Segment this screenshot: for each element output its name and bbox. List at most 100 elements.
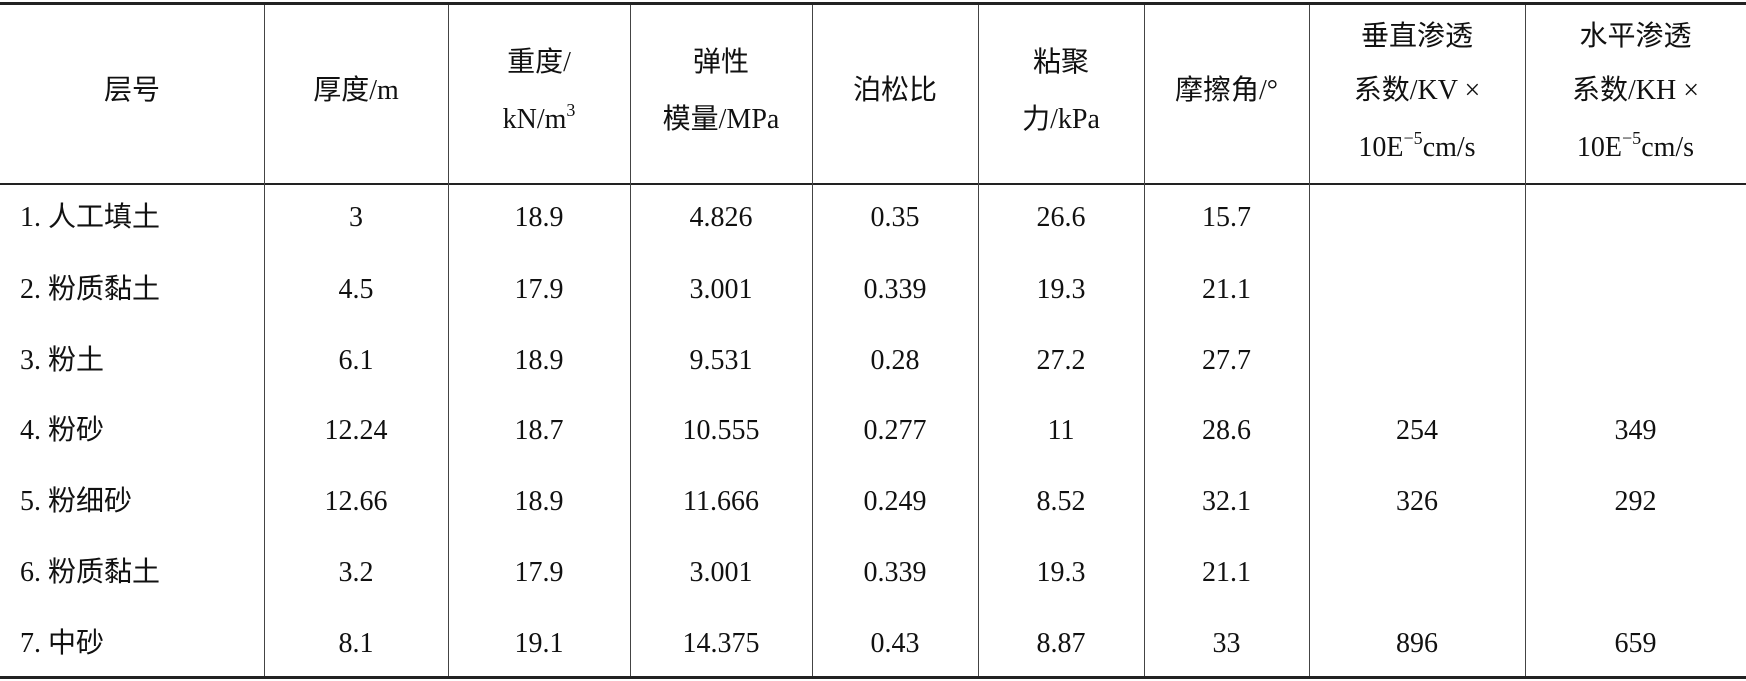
- column-divider: [812, 5, 813, 676]
- cell-value: 28.6: [1202, 415, 1251, 446]
- bottom-rule: [0, 676, 1746, 679]
- row-label: 2. 粉质黏土: [20, 274, 161, 305]
- cell-value: 32.1: [1202, 486, 1251, 517]
- cell-value: 292: [1614, 486, 1657, 517]
- cell-value: 0.249: [863, 486, 927, 517]
- header-text: 10E: [1576, 132, 1623, 163]
- cell-value: 15.7: [1202, 202, 1251, 233]
- header-line: 泊松比: [853, 77, 937, 105]
- header-text: kN/m: [502, 104, 567, 135]
- header-text: 弹性: [692, 47, 750, 78]
- header-text: 厚度/m: [313, 75, 399, 106]
- cell-value: 0.277: [863, 415, 927, 446]
- header-text: 层号: [103, 75, 161, 106]
- header-superscript: 3: [566, 100, 576, 120]
- column-divider: [978, 5, 979, 676]
- cell-value: 9.531: [689, 345, 753, 376]
- header-line: 系数/KH ×: [1572, 77, 1699, 105]
- header-line: 水平渗透: [1579, 23, 1691, 51]
- cell-value: 326: [1396, 486, 1438, 517]
- cell-value: 14.375: [682, 628, 760, 659]
- cell-value: 3: [349, 202, 363, 233]
- header-line: 10E−5cm/s: [1576, 129, 1695, 163]
- column-divider: [1309, 5, 1310, 676]
- cell-value: 3.2: [338, 557, 374, 588]
- header-line: kN/m3: [502, 101, 576, 135]
- header-line: 系数/KV ×: [1354, 77, 1481, 105]
- cell-value: 349: [1614, 415, 1657, 446]
- header-text: 垂直渗透: [1360, 21, 1474, 52]
- header-text: cm/s: [1422, 132, 1476, 163]
- row-label: 4. 粉砂: [20, 415, 105, 446]
- header-line: 力/kPa: [1022, 106, 1100, 134]
- column-divider: [448, 5, 449, 676]
- header-text: 系数/KH ×: [1571, 75, 1700, 106]
- column-divider: [630, 5, 631, 676]
- header-rule: [0, 183, 1746, 185]
- cell-value: 27.7: [1202, 345, 1251, 376]
- cell-value: 19.3: [1036, 557, 1086, 588]
- header-text: 水平渗透: [1579, 21, 1692, 52]
- header-text: 模量/MPa: [662, 104, 780, 135]
- cell-value: 11: [1047, 415, 1075, 446]
- cell-value: 0.339: [863, 274, 927, 305]
- header-text: 系数/KV ×: [1353, 75, 1481, 106]
- header-text: 粘聚: [1032, 47, 1090, 78]
- cell-value: 0.28: [870, 345, 920, 376]
- cell-value: 6.1: [338, 345, 374, 376]
- header-line: 弹性: [693, 49, 749, 77]
- row-label: 3. 粉土: [20, 345, 105, 376]
- header-text: cm/s: [1641, 132, 1695, 163]
- cell-value: 10.555: [682, 415, 760, 446]
- header-line: 垂直渗透: [1361, 23, 1473, 51]
- cell-value: 3.001: [689, 557, 753, 588]
- cell-value: 26.6: [1036, 202, 1086, 233]
- header-line: 模量/MPa: [663, 106, 780, 134]
- cell-value: 8.1: [338, 628, 374, 659]
- column-divider: [1144, 5, 1145, 676]
- cell-value: 18.7: [514, 415, 564, 446]
- header-text: 10E: [1358, 132, 1404, 163]
- cell-value: 4.5: [338, 274, 374, 305]
- cell-value: 17.9: [514, 557, 564, 588]
- row-label: 7. 中砂: [20, 628, 105, 659]
- cell-value: 19.1: [514, 628, 564, 659]
- cell-value: 21.1: [1202, 557, 1251, 588]
- header-text: 泊松比: [852, 75, 938, 106]
- column-divider: [264, 5, 265, 676]
- header-line: 厚度/m: [313, 77, 399, 105]
- cell-value: 33: [1212, 628, 1241, 659]
- header-superscript: −5: [1403, 128, 1423, 148]
- header-text: 力/kPa: [1022, 104, 1100, 135]
- cell-value: 8.52: [1036, 486, 1086, 517]
- top-rule: [0, 2, 1746, 5]
- cell-value: 21.1: [1202, 274, 1251, 305]
- cell-value: 18.9: [514, 202, 564, 233]
- cell-value: 11.666: [683, 486, 759, 517]
- cell-value: 0.43: [870, 628, 920, 659]
- header-line: 粘聚: [1033, 49, 1089, 77]
- cell-value: 3.001: [689, 274, 753, 305]
- row-label: 5. 粉细砂: [20, 486, 133, 517]
- cell-value: 0.339: [863, 557, 927, 588]
- cell-value: 254: [1396, 415, 1438, 446]
- header-superscript: −5: [1622, 128, 1642, 148]
- cell-value: 12.24: [324, 415, 388, 446]
- header-line: 10E−5cm/s: [1358, 129, 1476, 163]
- cell-value: 27.2: [1036, 345, 1086, 376]
- cell-value: 4.826: [689, 202, 753, 233]
- cell-value: 0.35: [870, 202, 920, 233]
- header-line: 层号: [104, 77, 160, 105]
- cell-value: 19.3: [1036, 274, 1086, 305]
- header-text: 摩擦角/°: [1175, 75, 1278, 106]
- row-label: 6. 粉质黏土: [20, 557, 161, 588]
- header-line: 摩擦角/°: [1175, 77, 1278, 105]
- row-label: 1. 人工填土: [20, 202, 161, 233]
- cell-value: 12.66: [324, 486, 388, 517]
- header-text: 重度/: [507, 47, 571, 78]
- cell-value: 18.9: [514, 345, 564, 376]
- header-line: 重度/: [507, 49, 571, 77]
- cell-value: 8.87: [1036, 628, 1086, 659]
- cell-value: 17.9: [514, 274, 564, 305]
